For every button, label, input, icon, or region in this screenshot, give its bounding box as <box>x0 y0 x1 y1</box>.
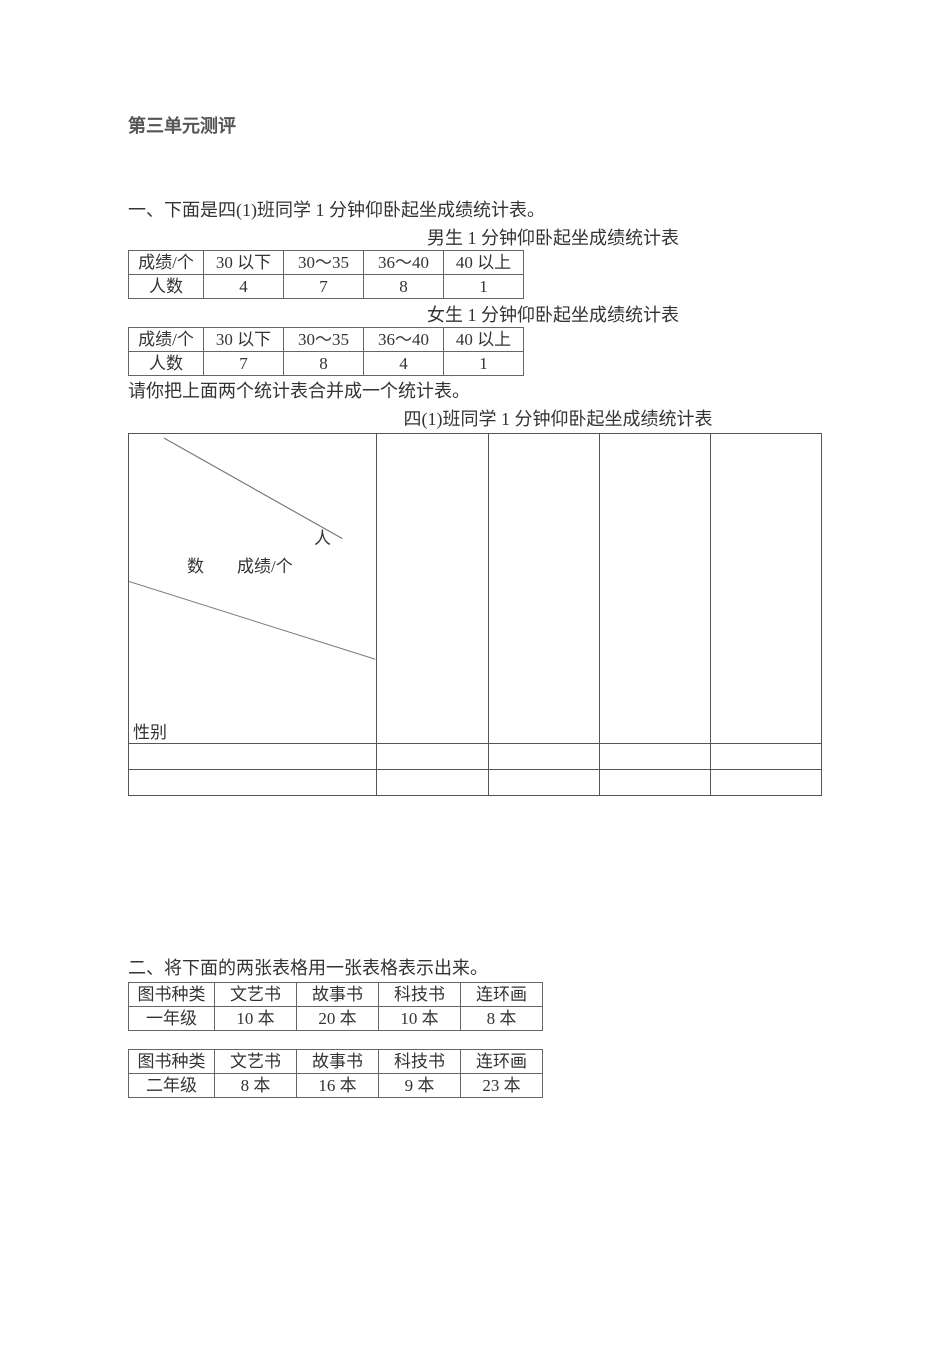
cell-value: 1 <box>444 352 524 376</box>
cell-count-label: 人数 <box>129 275 204 299</box>
cell-value: 20 本 <box>297 1007 379 1031</box>
cell-range: 40 以上 <box>444 251 524 275</box>
cell-value: 23 本 <box>461 1074 543 1098</box>
blank-cell <box>488 770 599 796</box>
cell-value: 1 <box>444 275 524 299</box>
cell-value: 9 本 <box>379 1074 461 1098</box>
table-row: 图书种类 文艺书 故事书 科技书 连环画 <box>129 1050 543 1074</box>
section2: 二、将下面的两张表格用一张表格表示出来。 图书种类 文艺书 故事书 科技书 连环… <box>128 954 822 1098</box>
cell-value: 10 本 <box>215 1007 297 1031</box>
blank-cell <box>599 744 710 770</box>
boys-table: 成绩/个 30 以下 30～35 36～40 40 以上 人数 4 7 8 1 <box>128 250 524 299</box>
cell-value: 8 本 <box>461 1007 543 1031</box>
cell-category: 故事书 <box>297 983 379 1007</box>
table-row: 二年级 8 本 16 本 9 本 23 本 <box>129 1074 543 1098</box>
diag-label-gender: 性别 <box>133 718 167 743</box>
cell-range: 30 以下 <box>204 251 284 275</box>
cell-category: 科技书 <box>379 1050 461 1074</box>
section1-heading: 一、下面是四(1)班同学 1 分钟仰卧起坐成绩统计表。 <box>128 196 822 222</box>
merged-caption: 四(1)班同学 1 分钟仰卧起坐成绩统计表 <box>278 405 838 431</box>
cell-value: 8 本 <box>215 1074 297 1098</box>
page-root: 第三单元测评 一、下面是四(1)班同学 1 分钟仰卧起坐成绩统计表。 男生 1 … <box>0 0 950 1138</box>
diagonal-header-cell: 人 数 成绩/个 性别 <box>129 434 377 744</box>
table-row: 图书种类 文艺书 故事书 科技书 连环画 <box>129 983 543 1007</box>
blank-cell <box>710 434 821 744</box>
cell-category: 科技书 <box>379 983 461 1007</box>
table-row: 成绩/个 30 以下 30～35 36～40 40 以上 <box>129 328 524 352</box>
cell-range: 30 以下 <box>204 328 284 352</box>
cell-colheader: 图书种类 <box>129 1050 215 1074</box>
cell-range: 36～40 <box>364 251 444 275</box>
cell-category: 故事书 <box>297 1050 379 1074</box>
blank-cell <box>710 770 821 796</box>
merge-instruction: 请你把上面两个统计表合并成一个统计表。 <box>128 377 822 403</box>
diag-label-person: 人 <box>314 524 331 549</box>
cell-value: 7 <box>204 352 284 376</box>
cell-value: 7 <box>284 275 364 299</box>
cell-score-label: 成绩/个 <box>129 328 204 352</box>
cell-range: 36～40 <box>364 328 444 352</box>
cell-grade-label: 二年级 <box>129 1074 215 1098</box>
table-row: 人 数 成绩/个 性别 <box>129 434 822 744</box>
table-row: 成绩/个 30 以下 30～35 36～40 40 以上 <box>129 251 524 275</box>
page-title: 第三单元测评 <box>128 112 822 138</box>
blank-cell <box>377 434 488 744</box>
cell-range: 30～35 <box>284 328 364 352</box>
table-row <box>129 770 822 796</box>
blank-cell <box>599 770 710 796</box>
blank-cell <box>129 744 377 770</box>
blank-cell <box>599 434 710 744</box>
cell-score-label: 成绩/个 <box>129 251 204 275</box>
cell-value: 4 <box>364 352 444 376</box>
blank-cell <box>488 744 599 770</box>
diag-label-count: 数 <box>187 552 204 577</box>
blank-merged-table: 人 数 成绩/个 性别 <box>128 433 822 796</box>
cell-value: 8 <box>364 275 444 299</box>
girls-table-caption: 女生 1 分钟仰卧起坐成绩统计表 <box>318 301 788 327</box>
cell-range: 30～35 <box>284 251 364 275</box>
blank-cell <box>377 770 488 796</box>
blank-cell <box>710 744 821 770</box>
blank-cell <box>377 744 488 770</box>
cell-value: 8 <box>284 352 364 376</box>
cell-colheader: 图书种类 <box>129 983 215 1007</box>
table-row: 一年级 10 本 20 本 10 本 8 本 <box>129 1007 543 1031</box>
grade2-table: 图书种类 文艺书 故事书 科技书 连环画 二年级 8 本 16 本 9 本 23… <box>128 1049 543 1098</box>
cell-category: 文艺书 <box>215 983 297 1007</box>
blank-cell <box>129 770 377 796</box>
diag-label-score: 成绩/个 <box>237 552 293 577</box>
section2-heading: 二、将下面的两张表格用一张表格表示出来。 <box>128 954 822 980</box>
cell-count-label: 人数 <box>129 352 204 376</box>
spacer <box>128 1031 822 1049</box>
boys-table-caption: 男生 1 分钟仰卧起坐成绩统计表 <box>318 224 788 250</box>
table-row <box>129 744 822 770</box>
blank-cell <box>488 434 599 744</box>
grade1-table: 图书种类 文艺书 故事书 科技书 连环画 一年级 10 本 20 本 10 本 … <box>128 982 543 1031</box>
cell-value: 16 本 <box>297 1074 379 1098</box>
table-row: 人数 4 7 8 1 <box>129 275 524 299</box>
cell-category: 连环画 <box>461 1050 543 1074</box>
table-row: 人数 7 8 4 1 <box>129 352 524 376</box>
diagonal-lines-icon <box>129 434 376 743</box>
cell-value: 10 本 <box>379 1007 461 1031</box>
cell-range: 40 以上 <box>444 328 524 352</box>
cell-category: 文艺书 <box>215 1050 297 1074</box>
cell-category: 连环画 <box>461 983 543 1007</box>
cell-value: 4 <box>204 275 284 299</box>
girls-table: 成绩/个 30 以下 30～35 36～40 40 以上 人数 7 8 4 1 <box>128 327 524 376</box>
cell-grade-label: 一年级 <box>129 1007 215 1031</box>
